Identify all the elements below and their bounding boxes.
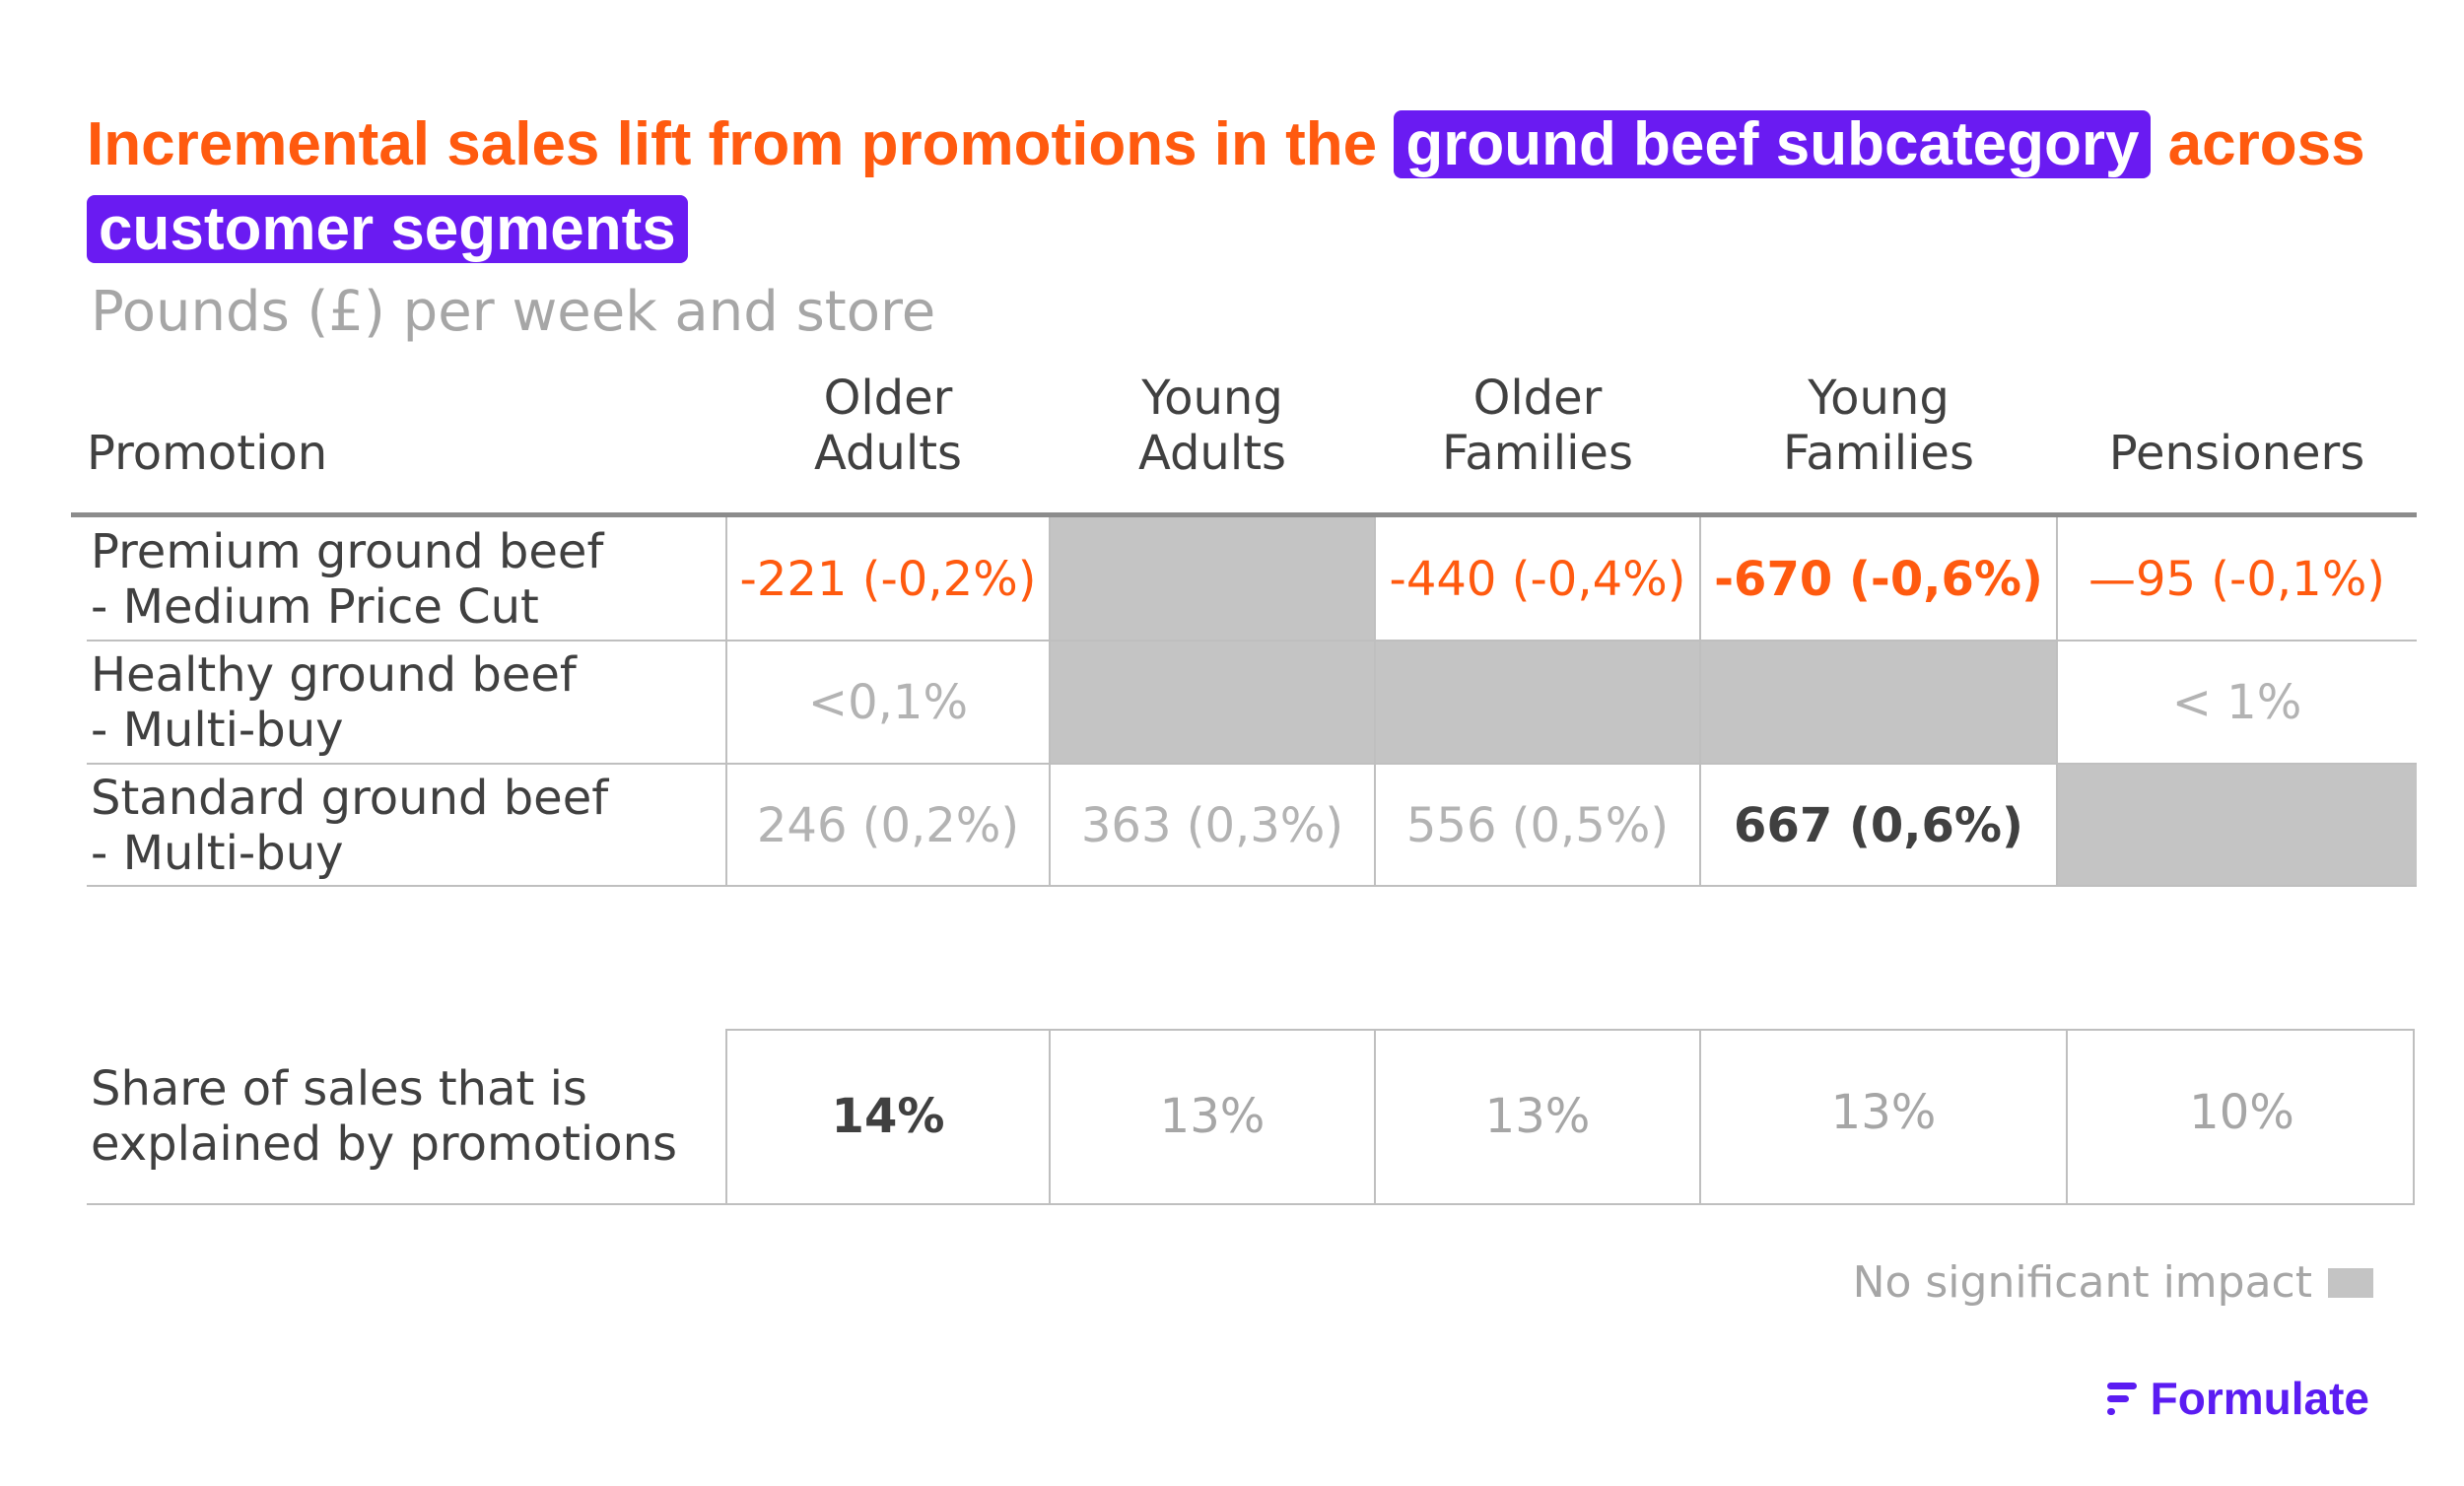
share-young-families: 13%	[1830, 1085, 1937, 1140]
share-pensioners: 10%	[2189, 1085, 2294, 1140]
share-bottom-line	[87, 1203, 2415, 1205]
legend-swatch	[2328, 1267, 2373, 1298]
row-label-share: Share of sales that is explained by promo…	[91, 1061, 678, 1172]
share-divider-3	[1374, 1029, 1376, 1205]
chart-title: Incremental sales lift from promotions i…	[87, 102, 2432, 272]
header-promotion: Promotion	[87, 426, 328, 481]
cell-healthy-young-families	[1700, 641, 2057, 764]
title-highlight-segments: customer segments	[87, 195, 688, 263]
legend: No significant impact	[1853, 1257, 2373, 1308]
cell-premium-young-families: -670 (-0,6%)	[1714, 551, 2043, 607]
header-young-families: Young Families	[1783, 371, 1974, 481]
col-divider-4	[1699, 517, 1701, 887]
header-older-adults: Older Adults	[813, 371, 963, 481]
title-part-2: across	[2151, 110, 2365, 178]
cell-standard-pensioners	[2057, 764, 2417, 887]
title-highlight-subcategory: ground beef subcategory	[1394, 110, 2152, 178]
formulate-logo: Formulate	[2105, 1372, 2369, 1425]
row-label-healthy: Healthy ground beef - Multi-buy	[91, 646, 577, 758]
share-divider-4	[1699, 1029, 1701, 1205]
cell-standard-older-families: 556 (0,5%)	[1405, 797, 1670, 853]
col-divider-1	[725, 517, 727, 887]
legend-label: No significant impact	[1852, 1257, 2312, 1308]
share-divider-2	[1049, 1029, 1051, 1205]
cell-standard-young-families: 667 (0,6%)	[1734, 797, 2023, 853]
col-divider-2	[1049, 517, 1051, 887]
row-divider-1	[87, 640, 2417, 642]
share-divider-1	[725, 1029, 727, 1205]
col-divider-5	[2056, 517, 2058, 887]
formulate-logo-icon	[2106, 1383, 2137, 1415]
header-young-adults: Young Adults	[1137, 371, 1287, 481]
cell-premium-young-adults	[1050, 517, 1375, 641]
logo-text: Formulate	[2150, 1373, 2369, 1424]
row-label-standard: Standard ground beef - Multi-buy	[91, 770, 609, 881]
row-divider-2	[87, 763, 2417, 765]
header-older-families: Older Families	[1442, 371, 1633, 481]
title-part-1: Incremental sales lift from promotions i…	[87, 110, 1395, 178]
cell-premium-pensioners: —95 (-0,1%)	[2088, 551, 2386, 607]
table-bottom-line	[87, 885, 2417, 887]
share-divider-5	[2066, 1029, 2068, 1205]
share-older-families: 13%	[1484, 1089, 1591, 1144]
col-divider-3	[1374, 517, 1376, 887]
share-young-adults: 13%	[1159, 1089, 1266, 1144]
share-top-line	[725, 1029, 2415, 1031]
share-older-adults: 14%	[831, 1089, 945, 1144]
row-label-premium: Premium ground beef - Medium Price Cut	[91, 523, 604, 635]
chart-subtitle: Pounds (£) per week and store	[91, 280, 936, 344]
cell-healthy-pensioners: < 1%	[2171, 674, 2302, 730]
share-divider-6	[2413, 1029, 2415, 1205]
cell-healthy-older-adults: <0,1%	[807, 674, 969, 730]
cell-healthy-older-families	[1375, 641, 1700, 764]
cell-healthy-young-adults	[1050, 641, 1375, 764]
header-divider	[71, 512, 2417, 517]
cell-premium-older-adults: -221 (-0,2%)	[739, 551, 1037, 607]
header-pensioners: Pensioners	[2108, 426, 2365, 481]
cell-premium-older-families: -440 (-0,4%)	[1389, 551, 1686, 607]
cell-standard-young-adults: 363 (0,3%)	[1080, 797, 1344, 853]
cell-standard-older-adults: 246 (0,2%)	[756, 797, 1020, 853]
